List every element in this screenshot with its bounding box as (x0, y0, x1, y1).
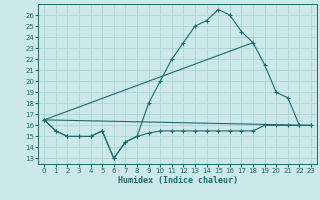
X-axis label: Humidex (Indice chaleur): Humidex (Indice chaleur) (118, 176, 238, 185)
